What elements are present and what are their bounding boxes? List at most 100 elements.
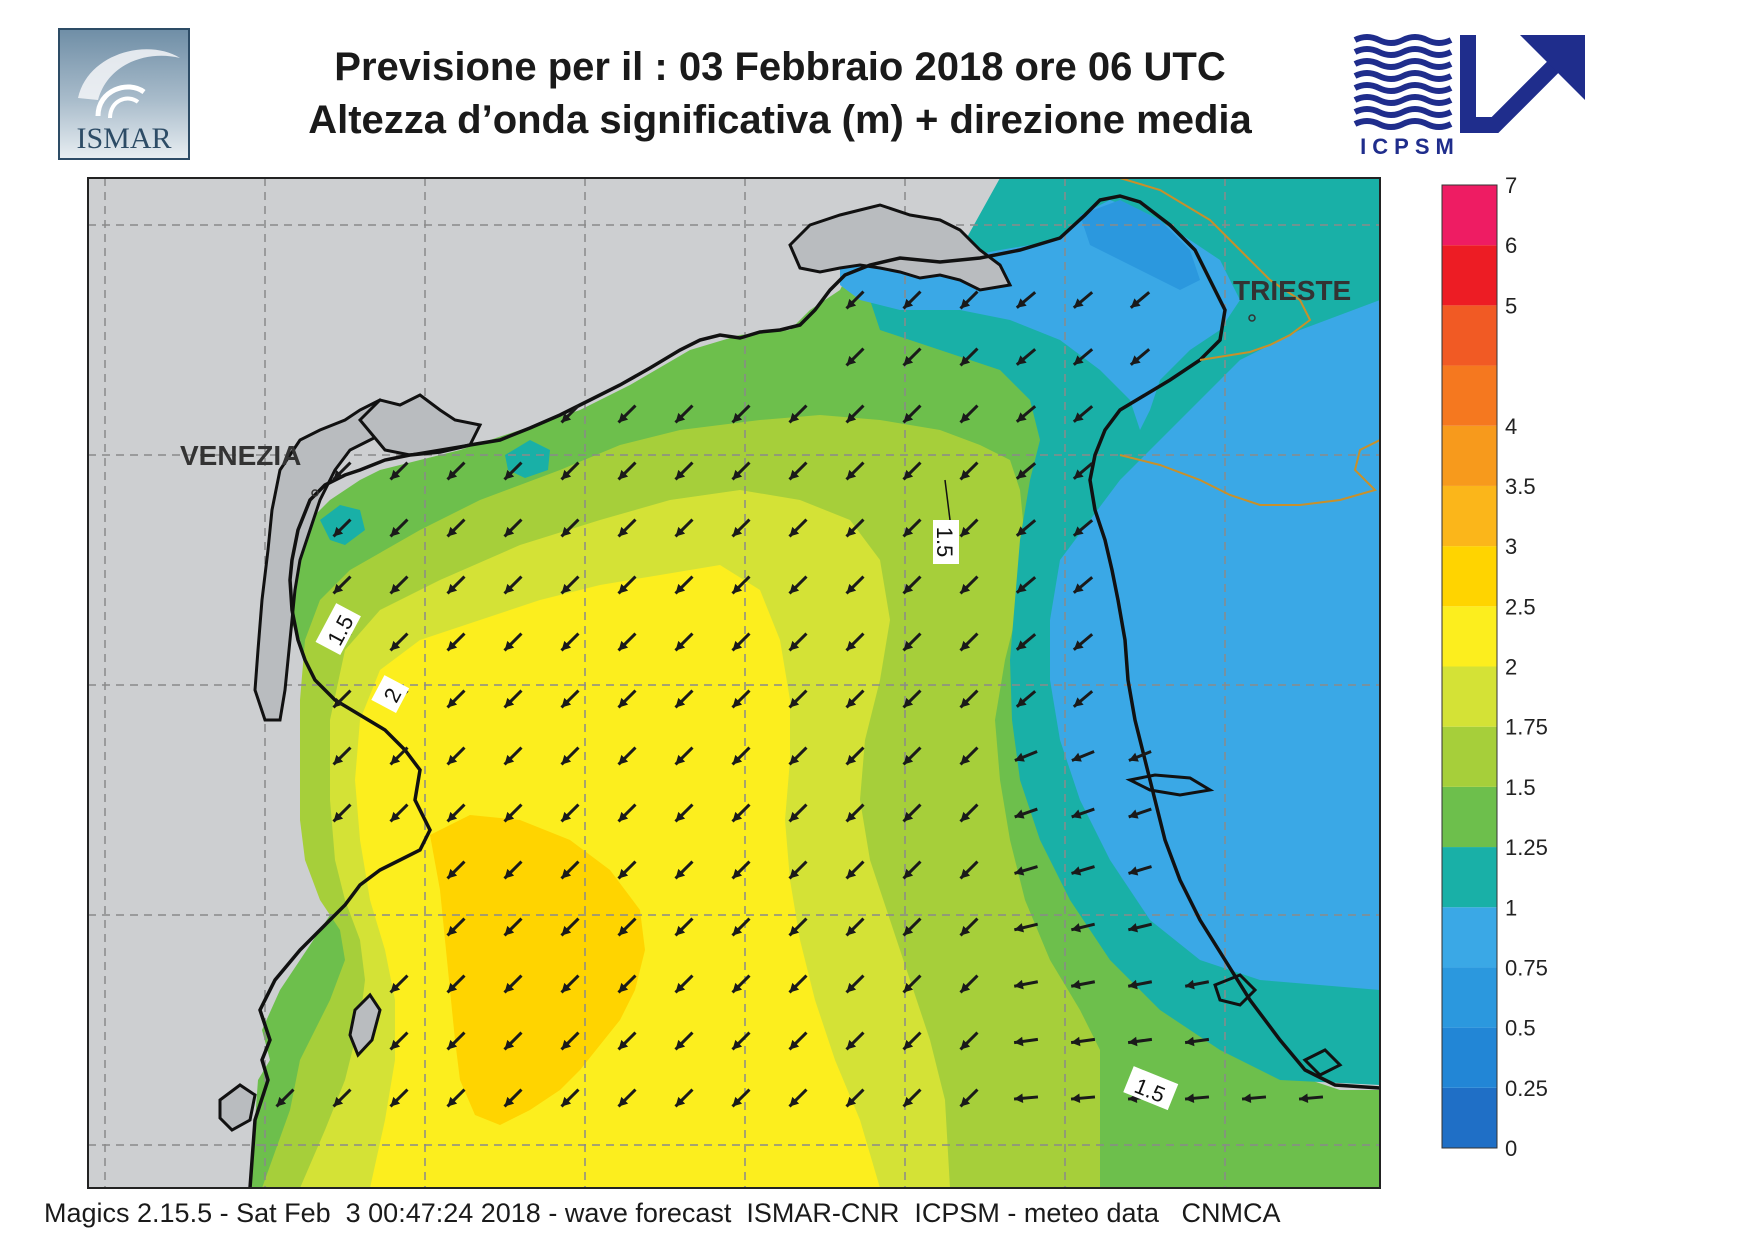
direction-arrow [560,689,580,709]
colorbar-tick-label: 2.5 [1505,594,1536,619]
direction-arrow [1013,922,1039,933]
direction-arrow [332,518,352,538]
direction-arrow [731,1031,751,1051]
direction-arrow [902,860,922,880]
colorbar-bin [1442,907,1497,968]
direction-arrow [845,803,865,823]
direction-arrow [560,575,580,595]
direction-arrow [1128,807,1152,819]
direction-arrow [1014,865,1038,876]
direction-arrow [617,518,637,538]
direction-arrow [902,347,922,367]
direction-arrow [617,860,637,880]
direction-arrow [1072,576,1094,594]
direction-arrow [560,917,580,937]
direction-arrow [959,404,979,424]
direction-arrow [503,575,523,595]
direction-arrow [902,1088,922,1108]
venezia-marker [311,489,319,497]
colorbar-tick-label: 4 [1505,414,1517,439]
direction-arrow [959,746,979,766]
direction-arrow [446,917,466,937]
direction-arrow [1184,1093,1210,1104]
direction-arrow [1072,291,1094,309]
direction-arrow [731,746,751,766]
direction-arrow [959,575,979,595]
direction-arrow [674,1088,694,1108]
direction-arrow [788,917,808,937]
direction-arrow [1072,519,1094,537]
direction-arrow [1298,1093,1324,1104]
direction-arrow [1128,865,1152,876]
direction-arrow [1015,291,1037,309]
direction-arrow [1070,922,1096,933]
direction-arrow [503,518,523,538]
svg-text:ISMAR: ISMAR [76,122,171,155]
direction-arrow [674,632,694,652]
direction-arrow [1015,405,1037,423]
colorbar-bin [1442,365,1497,426]
direction-arrow [446,461,466,481]
direction-arrow [845,632,865,652]
direction-arrow [1015,462,1037,480]
direction-arrow [674,1031,694,1051]
contour-label-2: 2 [371,675,410,713]
direction-arrow [446,1031,466,1051]
colorbar-tick-label: 7 [1505,173,1517,198]
direction-arrow [788,575,808,595]
direction-arrow [959,917,979,937]
direction-arrow [788,404,808,424]
direction-arrow [389,1088,409,1108]
direction-arrow [902,803,922,823]
direction-arrow [788,1088,808,1108]
istria-coast-detail [1125,773,1343,1077]
icpsm-logo: ICPSM [1353,34,1585,159]
footer-credits: Magics 2.15.5 - Sat Feb 3 00:47:24 2018 … [44,1198,1281,1228]
direction-arrow [845,518,865,538]
direction-arrow [389,803,409,823]
direction-arrow [959,689,979,709]
direction-arrow [731,461,751,481]
coastal-patch-venezia [320,505,365,545]
direction-arrow [617,689,637,709]
direction-arrow [674,860,694,880]
direction-arrow [446,575,466,595]
direction-arrow [959,1031,979,1051]
direction-arrow [503,974,523,994]
direction-arrow [788,803,808,823]
colorbar-bin [1442,847,1497,908]
colorbar-bin [1442,185,1497,246]
direction-arrow [902,974,922,994]
direction-arrow [902,290,922,310]
direction-arrow [332,689,352,709]
direction-arrow [1070,1036,1096,1047]
direction-arrow [503,1088,523,1108]
direction-arrow [959,632,979,652]
direction-arrow [674,518,694,538]
direction-arrow [503,803,523,823]
colorbar-tick-label: 1.5 [1505,775,1536,800]
direction-arrow [1071,750,1095,762]
direction-arrow [1013,1093,1039,1104]
colorbar-bin [1442,786,1497,848]
direction-arrow [1127,979,1153,990]
direction-arrow [503,1031,523,1051]
direction-arrow [1129,291,1151,309]
direction-arrow [446,803,466,823]
direction-arrow [902,917,922,937]
direction-arrow [845,974,865,994]
direction-arrow [1015,576,1037,594]
direction-arrow [845,1088,865,1108]
direction-arrow [560,404,580,424]
direction-arrow [560,632,580,652]
direction-arrow [1072,633,1094,651]
direction-arrow [674,575,694,595]
direction-arrow [617,917,637,937]
direction-arrow [674,746,694,766]
direction-arrow [731,860,751,880]
direction-arrow [1013,979,1039,990]
direction-arrow [959,347,979,367]
direction-arrow [503,917,523,937]
direction-arrow [1072,405,1094,423]
ismar-logo: ISMAR [58,28,190,160]
